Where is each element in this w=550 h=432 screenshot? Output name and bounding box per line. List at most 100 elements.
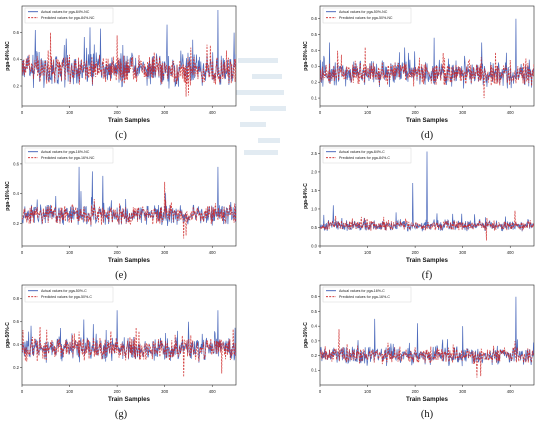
x-tick-label: 300 (459, 250, 467, 255)
y-tick-label: 0.6 (311, 294, 317, 299)
x-tick-label: 200 (412, 250, 420, 255)
legend-entry: Predicted values for pga-50%-C (41, 295, 92, 299)
y-tick-label: 1.0 (311, 206, 317, 211)
legend-entry: Actual values for pga-16%-NC (41, 150, 90, 154)
panel-label: (d) (421, 130, 434, 141)
chart-panel: 0 100 200 300 400 0.2 0.4 0.6 0.8 Train Samples pg… (5, 284, 237, 420)
y-axis-label: pga-84%-C (303, 183, 309, 209)
x-tick-label: 0 (21, 250, 24, 255)
y-axis-label: pga-50%-NC (303, 41, 309, 71)
x-tick-label: 0 (319, 250, 322, 255)
x-tick-label: 400 (209, 250, 217, 255)
watermark-bar (250, 106, 286, 111)
legend-entry: Actual values for pga-84%-C (339, 150, 385, 154)
chart-panel: 0 100 200 300 400 0.0 0.5 1.0 1.5 2.0 2.5 Train Sam… (303, 145, 535, 281)
y-tick-label: 0.3 (311, 64, 317, 69)
y-axis-label: pga-16%-C (303, 322, 309, 348)
y-tick-label: 1.5 (311, 188, 317, 193)
y-tick-label: 0.2 (13, 365, 19, 370)
y-tick-label: 0.4 (13, 342, 19, 347)
x-tick-label: 300 (459, 389, 467, 394)
watermark (236, 58, 286, 155)
panel-label: (f) (422, 270, 433, 281)
y-tick-label: 0.0 (311, 243, 317, 248)
x-tick-label: 0 (21, 110, 24, 115)
panel-label: (g) (115, 409, 128, 420)
watermark-bar (240, 122, 266, 127)
legend-entry: Predicted values for pga-84%-NC (41, 16, 95, 20)
x-tick-label: 200 (114, 110, 122, 115)
legend: Actual values for pga-50%-C Predicted val… (24, 286, 114, 303)
y-tick-label: 0.5 (311, 32, 317, 37)
watermark-bar (244, 150, 278, 155)
watermark-bar (258, 138, 280, 143)
x-tick-label: 400 (209, 110, 217, 115)
y-tick-label: 0.6 (13, 319, 19, 324)
legend-entry: Actual values for pga-50%-NC (339, 10, 388, 14)
x-tick-label: 0 (319, 110, 322, 115)
y-tick-label: 0.2 (311, 80, 317, 85)
x-axis-label: Train Samples (406, 396, 449, 403)
series-line (320, 329, 534, 378)
series-line (22, 32, 236, 97)
watermark-bar (238, 58, 278, 63)
y-tick-label: 0.4 (311, 48, 317, 53)
x-tick-label: 100 (364, 110, 372, 115)
y-tick-label: 2.0 (311, 169, 317, 174)
y-axis-label: pga-84%-NC (5, 41, 11, 71)
y-tick-label: 0.1 (311, 95, 317, 100)
legend-entry: Actual values for pga-50%-C (41, 289, 87, 293)
x-tick-label: 100 (364, 250, 372, 255)
legend-entry: Predicted values for pga-84%-C (339, 156, 390, 160)
x-tick-label: 0 (319, 389, 322, 394)
watermark-bar (236, 90, 284, 95)
panel-label: (h) (421, 409, 434, 420)
legend-entry: Actual values for pga-16%-C (339, 289, 385, 293)
y-tick-label: 0.6 (13, 161, 19, 166)
plot-area (21, 145, 237, 247)
x-tick-label: 300 (459, 110, 467, 115)
panel-label: (e) (115, 270, 127, 281)
legend-entry: Predicted values for pga-16%-NC (41, 156, 95, 160)
x-tick-label: 200 (114, 250, 122, 255)
legend-box (322, 286, 412, 303)
y-tick-label: 0.8 (13, 296, 19, 301)
panel-label: (c) (115, 130, 127, 141)
x-tick-label: 100 (66, 110, 74, 115)
x-tick-label: 100 (66, 389, 74, 394)
legend: Actual values for pga-16%-NC Predicted va… (24, 147, 114, 164)
x-tick-label: 100 (364, 389, 372, 394)
legend-box (24, 7, 114, 24)
y-axis-label: pga-16%-NC (5, 181, 11, 211)
y-tick-label: 0.5 (311, 225, 317, 230)
x-axis-label: Train Samples (108, 396, 151, 403)
legend-box (322, 147, 412, 164)
x-tick-label: 0 (21, 389, 24, 394)
legend: Actual values for pga-84%-C Predicted val… (322, 147, 412, 164)
x-tick-label: 200 (412, 389, 420, 394)
y-axis-label: pga-50%-C (5, 322, 11, 348)
legend-entry: Predicted values for pga-16%-C (339, 295, 390, 299)
legend-box (24, 286, 114, 303)
x-axis-label: Train Samples (406, 257, 449, 264)
legend-box (24, 147, 114, 164)
y-tick-label: 0.5 (311, 309, 317, 314)
y-tick-label: 2.5 (311, 151, 317, 156)
y-tick-label: 0.4 (13, 191, 19, 196)
x-axis-label: Train Samples (406, 117, 449, 124)
series-line (320, 210, 534, 241)
watermark-bar (252, 74, 282, 79)
x-tick-label: 300 (161, 250, 169, 255)
x-tick-label: 400 (507, 110, 515, 115)
y-tick-label: 0.2 (13, 83, 19, 88)
y-tick-label: 0.6 (311, 16, 317, 21)
y-tick-label: 0.2 (311, 353, 317, 358)
legend-box (322, 7, 412, 24)
x-tick-label: 400 (507, 250, 515, 255)
y-tick-label: 0.4 (13, 57, 19, 62)
series-line (22, 326, 236, 377)
y-tick-label: 0.4 (311, 324, 317, 329)
x-tick-label: 400 (507, 389, 515, 394)
x-tick-label: 400 (209, 389, 217, 394)
